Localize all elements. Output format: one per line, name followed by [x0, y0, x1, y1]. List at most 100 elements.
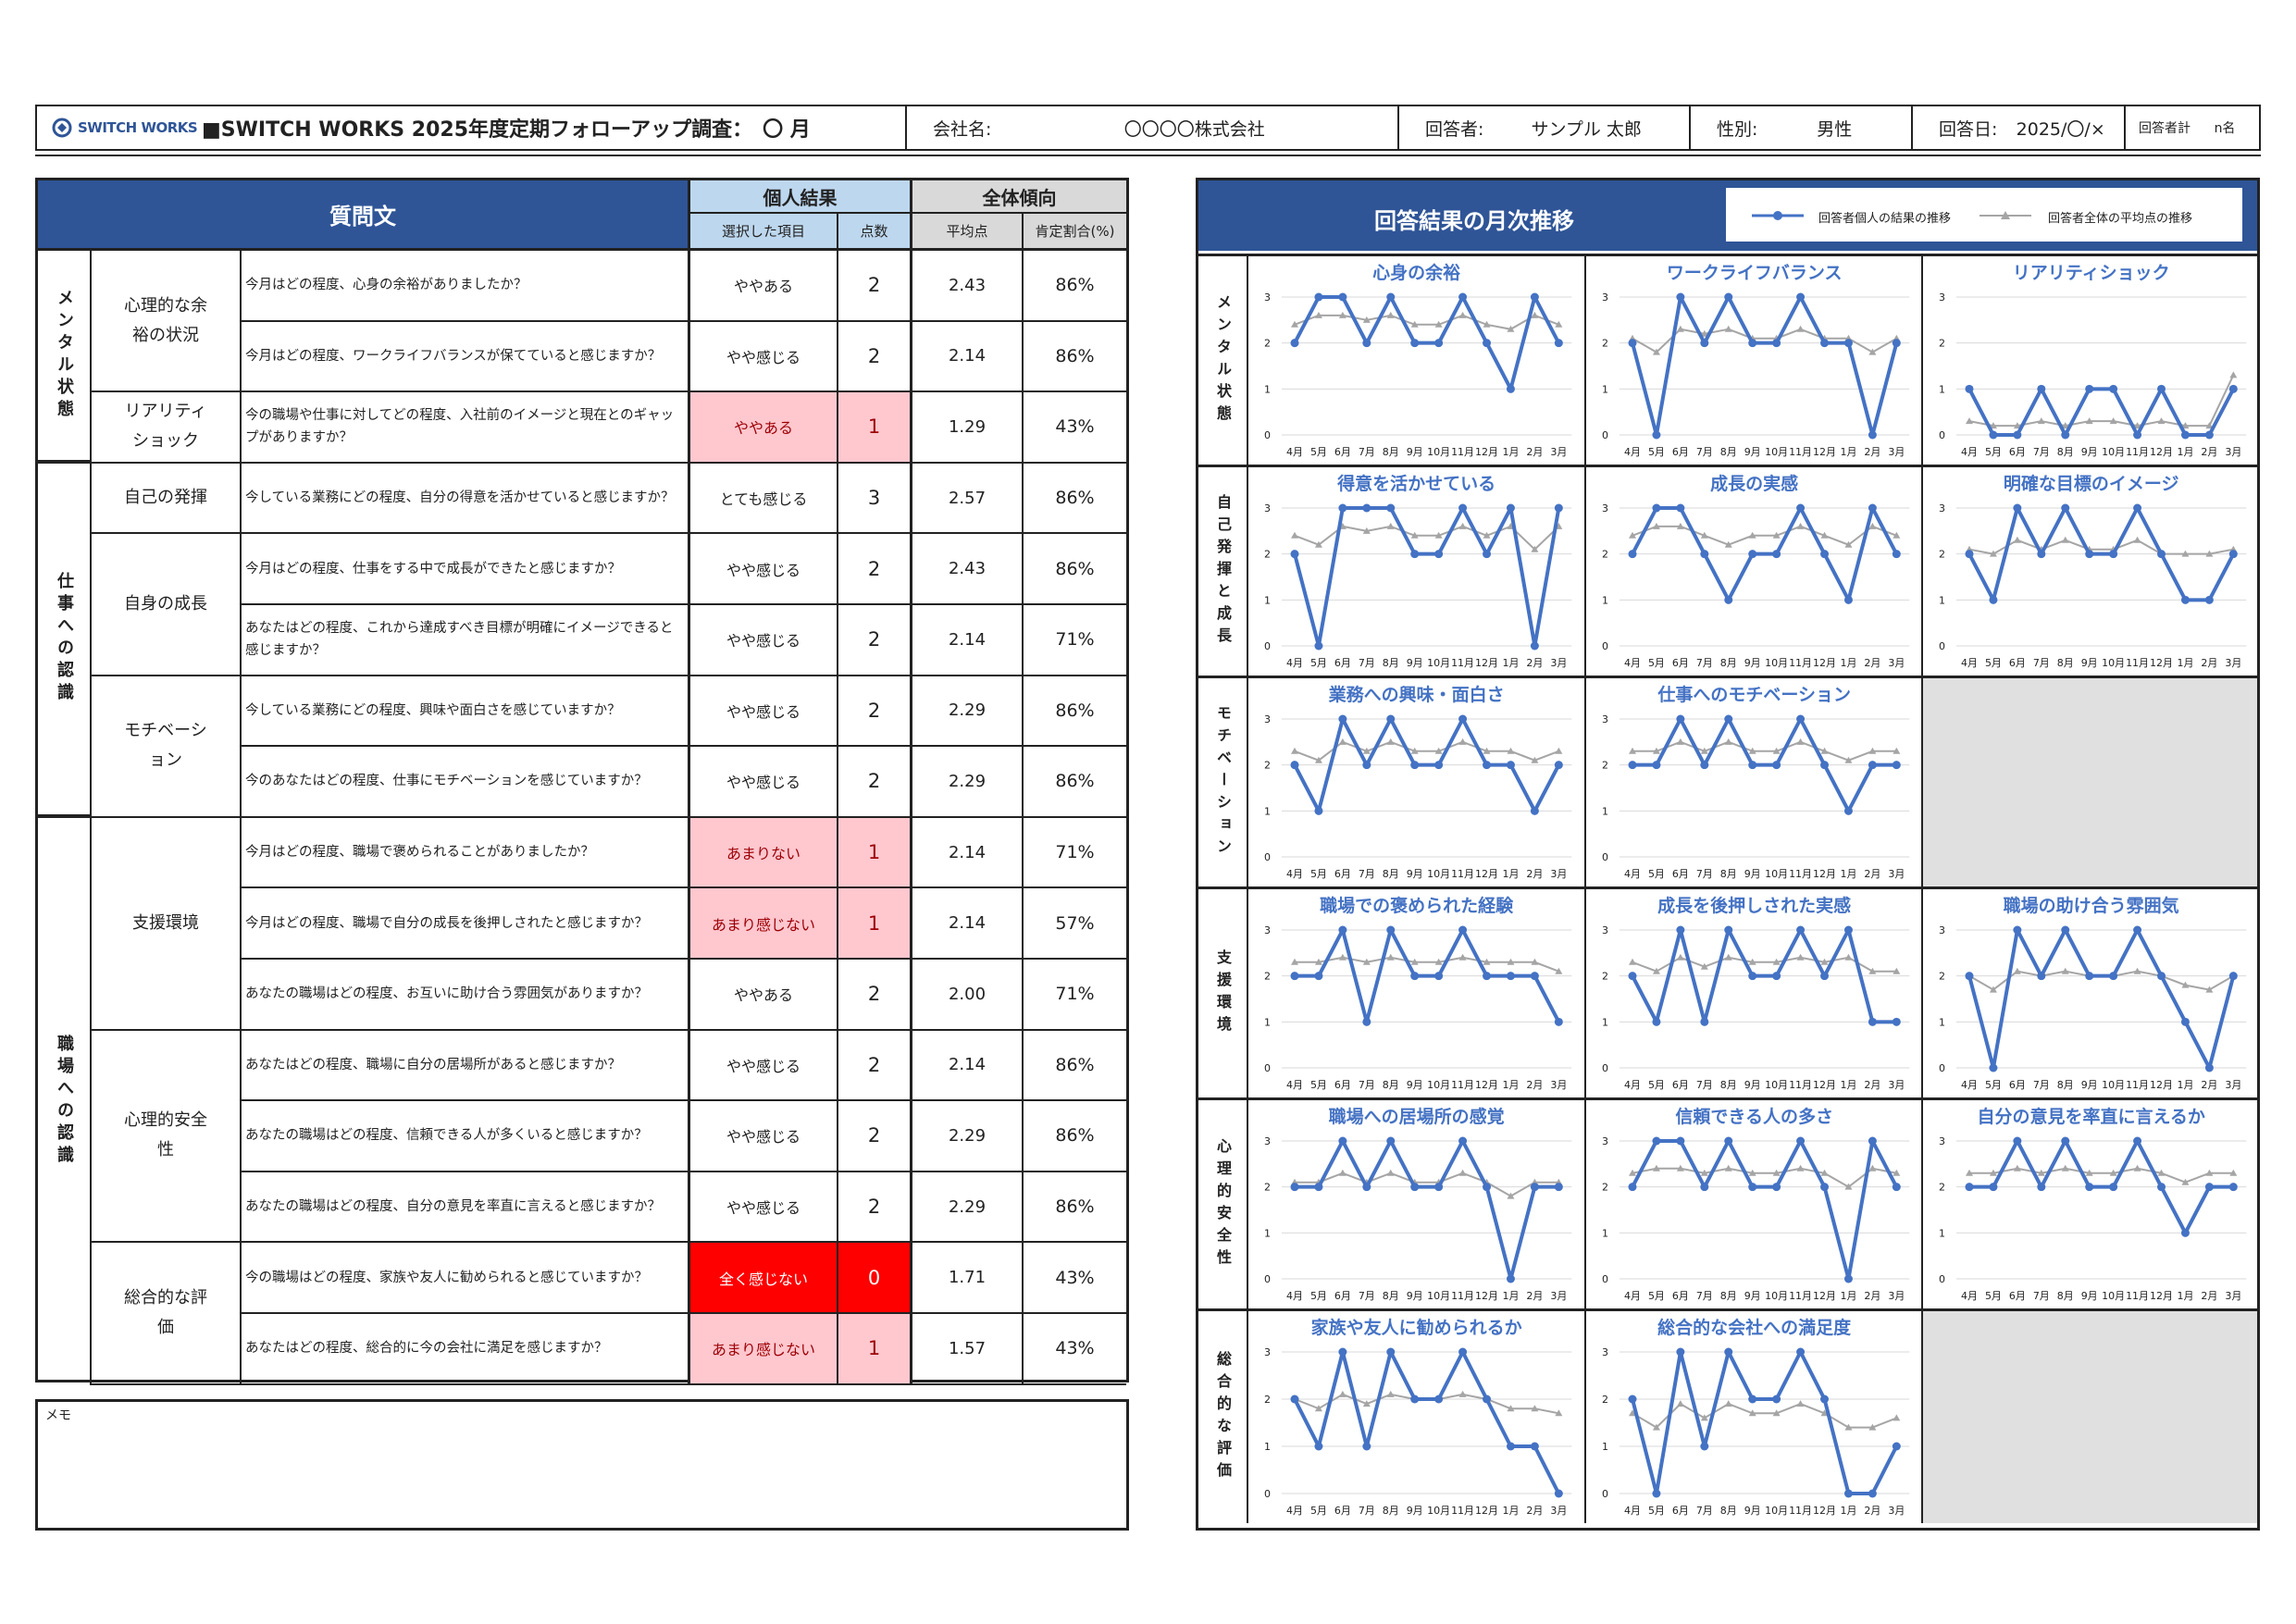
average-point [1868, 1164, 1877, 1172]
personal-point [2108, 1183, 2117, 1192]
average-point [1677, 522, 1685, 529]
x-tick-label: 9月 [1744, 1079, 1761, 1091]
personal-point [2036, 384, 2045, 393]
personal-point [1362, 1183, 1371, 1192]
y-tick-label: 1 [1602, 383, 1608, 395]
average-point [1820, 958, 1829, 965]
personal-point [1965, 550, 1974, 559]
personal-point [1676, 503, 1685, 513]
personal-point [2060, 1136, 2069, 1146]
personal-point [2013, 503, 2022, 513]
average-point [2109, 1169, 2117, 1176]
average-series-line [1294, 314, 1559, 330]
average-point [1386, 311, 1395, 318]
average-point [1965, 1169, 1973, 1176]
average-series-line [1632, 956, 1897, 973]
x-tick-label: 6月 [2009, 657, 2026, 669]
chart-title: 業務への興味・面白さ [1328, 684, 1505, 705]
y-tick-label: 1 [1939, 594, 1945, 606]
line-chart: 自分の意見を率直に言えるか 0 1 2 3 4月 5月 6月 7月 8月 9月 10月 11月 12月 1月… [1920, 1097, 2257, 1308]
question-text: 今の職場や仕事に対してどの程度、入社前のイメージと現在とのギャップがありますか？ [242, 392, 690, 464]
x-tick-label: 5月 [1985, 1079, 2002, 1091]
personal-point [2108, 550, 2117, 559]
x-tick-label: 10月 [2102, 446, 2125, 458]
average-point [1362, 1400, 1371, 1407]
y-tick-label: 1 [1264, 1441, 1271, 1453]
average-point [1434, 531, 1443, 539]
average-point [2013, 422, 2021, 429]
question-text: あなたはどの程度、総合的に今の会社に満足を感じますか？ [242, 1314, 690, 1385]
x-tick-label: 7月 [2032, 1079, 2049, 1091]
x-tick-label: 11月 [1789, 657, 1812, 669]
average-point [1434, 747, 1443, 754]
personal-point [1506, 761, 1515, 770]
y-tick-label: 2 [1264, 1182, 1271, 1194]
chart-title: ワークライフバランス [1667, 263, 1843, 283]
average-point [1844, 1183, 1853, 1190]
personal-point [1483, 1183, 1492, 1192]
personal-point [1989, 430, 1998, 440]
personal-point [1844, 925, 1854, 935]
average-point [1338, 1169, 1347, 1176]
x-tick-label: 3月 [1550, 1290, 1567, 1302]
personal-point [2036, 1183, 2045, 1192]
average-score: 2.29 [912, 676, 1024, 748]
chart-svg: リアリティショック 0 1 2 3 4月 5月 6月 7月 8月 9月 10月 11月 12月 1月 2月 3月 [1939, 263, 2246, 458]
selected-answer: ややある [690, 392, 838, 464]
x-tick-label: 6月 [1672, 1290, 1689, 1302]
personal-point [1338, 1136, 1347, 1146]
average-point [1772, 531, 1781, 539]
personal-point [2180, 595, 2190, 604]
average-point [1291, 320, 1298, 328]
personal-point [1314, 972, 1323, 981]
subcategory-label: モチベーション [92, 676, 242, 818]
average-point [1844, 953, 1853, 961]
personal-point [1893, 1017, 1902, 1026]
x-tick-label: 1月 [1502, 868, 1519, 880]
average-score: 2.43 [912, 251, 1024, 322]
average-point [1314, 1405, 1322, 1412]
y-tick-label: 2 [1602, 971, 1608, 983]
average-point [1458, 522, 1467, 529]
average-point [1772, 958, 1781, 965]
question-text: 今月はどの程度、仕事をする中で成長ができたと感じますか？ [242, 534, 690, 605]
question-text: あなたはどの程度、これから達成すべき目標が明確にイメージできると感じますか？ [242, 605, 690, 676]
average-point [1314, 540, 1322, 548]
x-tick-label: 10月 [1765, 868, 1788, 880]
personal-point [1796, 503, 1806, 513]
personal-point [1458, 714, 1468, 724]
personal-point [1628, 1395, 1637, 1404]
chart-svg: ワークライフバランス 0 1 2 3 4月 5月 6月 7月 8月 9月 10月 11月 12月 1月 2月 3… [1602, 263, 1910, 458]
y-tick-label: 0 [1264, 1273, 1271, 1285]
x-tick-label: 6月 [1334, 1079, 1351, 1091]
x-tick-label: 5月 [1985, 446, 2002, 458]
x-tick-label: 2月 [2201, 657, 2217, 669]
average-point [1989, 422, 1997, 429]
x-tick-label: 5月 [1310, 868, 1327, 880]
average-point [1338, 311, 1347, 318]
line-chart: リアリティショック 0 1 2 3 4月 5月 6月 7月 8月 9月 10月 11月 12月 1月 2月 3月 [1920, 254, 2257, 465]
average-point [1531, 311, 1539, 318]
x-tick-label: 6月 [1672, 657, 1689, 669]
personal-point [1748, 761, 1757, 770]
answer-score: 2 [838, 1030, 912, 1102]
personal-point [1772, 761, 1781, 770]
positive-rate: 43% [1024, 1243, 1126, 1314]
personal-point [1410, 761, 1420, 770]
average-point [1458, 1390, 1467, 1397]
memo-box[interactable]: メモ [35, 1399, 1129, 1531]
x-tick-label: 12月 [1813, 1505, 1836, 1517]
personal-point [1772, 550, 1781, 559]
average-point [2085, 417, 2093, 425]
col-avg-header: 平均点 [912, 214, 1024, 251]
positive-rate: 86% [1024, 1101, 1126, 1172]
personal-point [2228, 384, 2238, 393]
respondent-value: サンプル 太郎 [1531, 118, 1642, 140]
x-tick-label: 8月 [1383, 446, 1399, 458]
personal-point [2132, 1136, 2141, 1146]
average-point [2061, 422, 2069, 429]
subcategory-label: 自身の成長 [92, 534, 242, 676]
average-point [1483, 747, 1491, 754]
average-series-line [1968, 539, 2234, 555]
x-tick-label: 12月 [1813, 868, 1836, 880]
